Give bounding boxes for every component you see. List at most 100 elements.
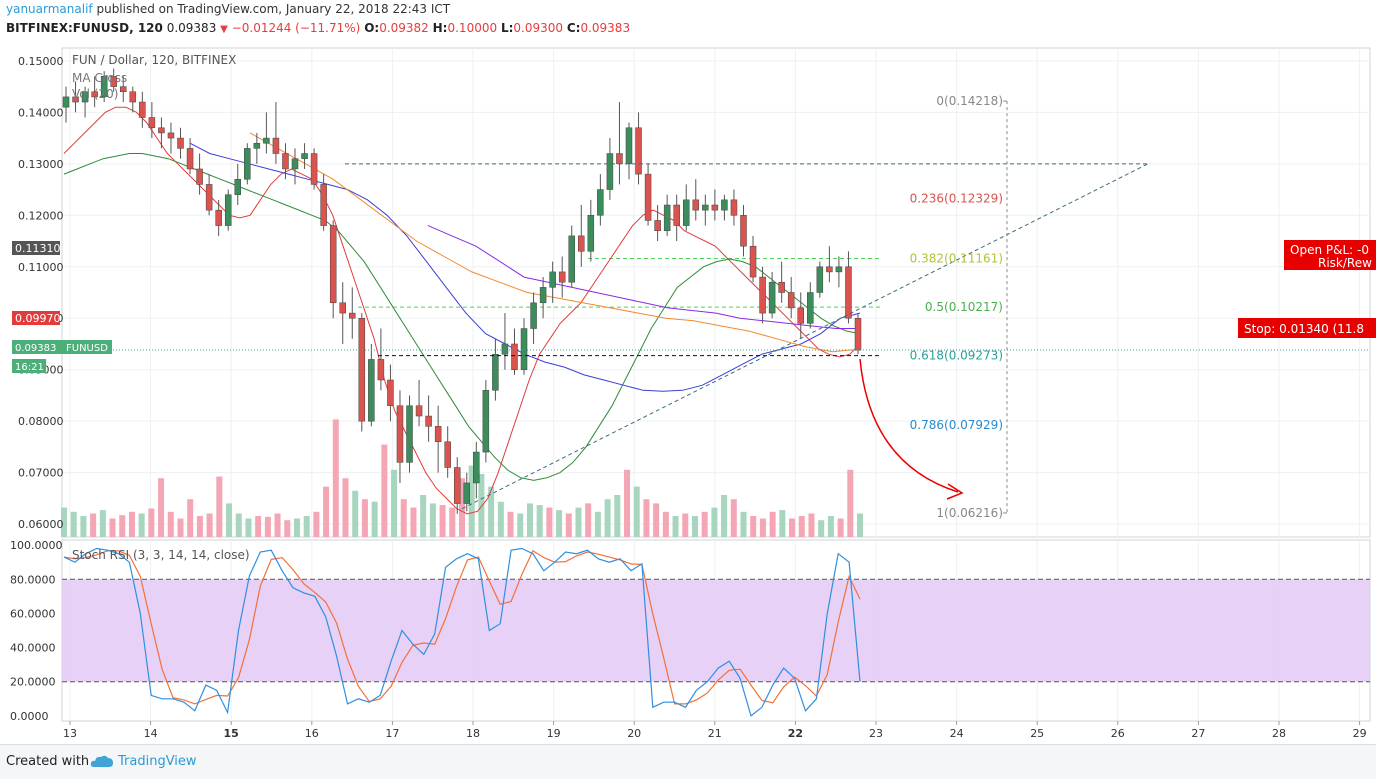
candle-body bbox=[530, 302, 537, 329]
fibonacci-label: 0.382(0.11161) bbox=[910, 251, 1003, 265]
footer: Created with TradingView bbox=[0, 744, 1376, 779]
candle-body bbox=[186, 148, 194, 170]
candle-body bbox=[329, 225, 337, 304]
volume-bar bbox=[381, 444, 388, 537]
ohlc-summary: BITFINEX:FUNUSD, 120 0.09383 ▼ −0.01244 … bbox=[6, 21, 630, 39]
close-label: C: bbox=[566, 21, 581, 35]
volume-bar bbox=[410, 507, 417, 537]
open-pl-box bbox=[1284, 240, 1376, 270]
time-tick-label: 14 bbox=[144, 727, 158, 740]
volume-bar bbox=[711, 507, 718, 537]
volume-bar bbox=[556, 510, 563, 537]
time-tick-label: 15 bbox=[224, 727, 239, 740]
forecast-arrowhead bbox=[946, 483, 964, 500]
candle-body bbox=[702, 204, 709, 211]
publish-info: yanuarmanalif published on TradingView.c… bbox=[6, 2, 450, 20]
volume-bar bbox=[769, 511, 776, 537]
trend-line bbox=[461, 163, 1149, 510]
volume-bar bbox=[274, 513, 281, 537]
stoch-tick-label: 20.0000 bbox=[10, 676, 56, 689]
down-arrow-icon: ▼ bbox=[220, 24, 228, 35]
price-tick-label: 0.06000 bbox=[18, 518, 64, 531]
symbol-label: BITFINEX:FUNUSD, 120 bbox=[6, 21, 163, 35]
stoch-d-line bbox=[63, 549, 861, 705]
low-label: L: bbox=[500, 21, 514, 35]
tradingview-brand[interactable]: TradingView bbox=[118, 754, 197, 769]
volume-bar bbox=[575, 507, 582, 537]
volume-bar bbox=[284, 520, 291, 537]
volume-bar bbox=[61, 507, 67, 537]
volume-bar bbox=[526, 503, 533, 537]
author-link[interactable]: yanuarmanalif bbox=[6, 2, 93, 16]
candle-body bbox=[778, 281, 785, 293]
candle-body bbox=[444, 441, 451, 468]
candle-body bbox=[539, 287, 547, 304]
time-tick-label: 17 bbox=[385, 727, 399, 740]
volume-bar bbox=[488, 486, 495, 537]
volume-bar bbox=[332, 419, 339, 537]
candle-body bbox=[291, 158, 299, 170]
stoch-tick-label: 0.0000 bbox=[10, 710, 49, 723]
candle-body bbox=[62, 96, 70, 108]
fibonacci-label: 0.786(0.07929) bbox=[910, 418, 1003, 432]
time-tick-label: 27 bbox=[1191, 727, 1205, 740]
stoch-band bbox=[62, 579, 1370, 682]
candle-body bbox=[100, 76, 108, 98]
price-badge-2 bbox=[12, 311, 60, 325]
candles bbox=[62, 68, 862, 514]
volume-bar bbox=[109, 518, 116, 537]
volume-bar bbox=[779, 510, 786, 537]
candle-body bbox=[310, 153, 318, 185]
stoch-rsi-pane: 100.0000 80.0000 60.0000 40.0000 20.0000 0.00… bbox=[10, 539, 1370, 723]
volume-bar bbox=[420, 495, 427, 537]
time-badge-text: 16:21 bbox=[15, 362, 44, 373]
candle-body bbox=[682, 199, 690, 226]
price-badge-3-symbol: FUNUSD bbox=[66, 343, 108, 354]
candle-body bbox=[568, 235, 575, 283]
volume-bar bbox=[80, 516, 87, 537]
candle-body bbox=[606, 153, 614, 190]
candle-body bbox=[215, 209, 222, 226]
candle-body bbox=[625, 127, 633, 165]
candle-body bbox=[740, 215, 747, 247]
candle-body bbox=[272, 137, 280, 154]
time-tick-label: 21 bbox=[708, 727, 722, 740]
candle-body bbox=[730, 199, 738, 216]
volume-bar bbox=[352, 490, 359, 537]
candle-body bbox=[205, 184, 213, 211]
price-tick-label: 0.07000 bbox=[18, 467, 64, 480]
candle-body bbox=[253, 142, 261, 149]
close-value: 0.09383 bbox=[580, 21, 631, 35]
candle-body bbox=[463, 482, 471, 504]
forecast-arrow bbox=[859, 358, 959, 493]
volume-bar bbox=[643, 499, 650, 537]
volume-bar bbox=[138, 513, 145, 537]
volume-bar bbox=[847, 469, 854, 537]
volume-bar bbox=[342, 478, 349, 537]
price-tick-label: 0.11000 bbox=[18, 261, 64, 274]
candle-body bbox=[425, 415, 432, 427]
volume-bar bbox=[478, 474, 485, 537]
time-tick-label: 29 bbox=[1353, 727, 1367, 740]
candle-body bbox=[558, 271, 566, 283]
candle-body bbox=[396, 405, 404, 463]
candle-body bbox=[816, 266, 824, 293]
volume-bar bbox=[614, 495, 621, 537]
stoch-k-line bbox=[63, 547, 861, 717]
candle-body bbox=[826, 266, 833, 273]
candle-body bbox=[282, 153, 289, 170]
candle-body bbox=[492, 354, 499, 391]
price-tick-label: 0.08000 bbox=[18, 415, 64, 428]
fibonacci-labels: 0(0.14218) 0.236(0.12329) 0.382(0.11161) 0.… bbox=[910, 94, 1003, 520]
created-with-text: Created with bbox=[6, 754, 90, 769]
volume-bar bbox=[313, 511, 320, 537]
candle-body bbox=[358, 317, 366, 422]
candle-body bbox=[196, 168, 203, 185]
legend-title: FUN / Dollar, 120, BITFINEX bbox=[72, 53, 236, 67]
volume-bar bbox=[536, 505, 543, 537]
volume-bar bbox=[245, 518, 252, 537]
volume-bar bbox=[99, 510, 106, 537]
price-chart[interactable]: 0(0.14218) 0.236(0.12329) 0.382(0.11161) 0.… bbox=[0, 44, 1376, 744]
risk-reward-label: Risk/Rew bbox=[1318, 256, 1372, 270]
chart-area[interactable]: 0(0.14218) 0.236(0.12329) 0.382(0.11161) 0.… bbox=[0, 44, 1376, 744]
